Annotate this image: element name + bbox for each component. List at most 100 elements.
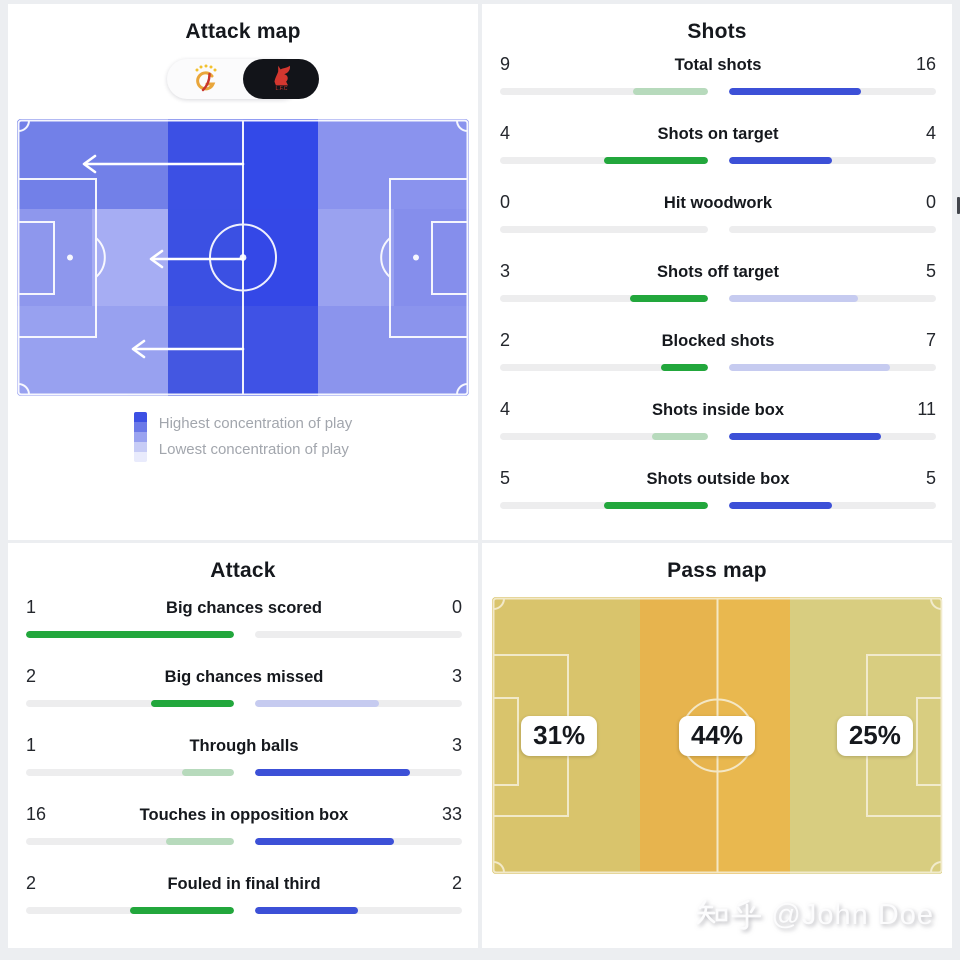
attack-map-card: Attack map L.F.C <box>8 4 478 540</box>
away-value: 3 <box>451 666 462 686</box>
away-bar <box>728 226 936 233</box>
away-value: 5 <box>925 468 936 488</box>
stat-row: 4 Shots on target 4 <box>500 123 936 164</box>
away-value: 33 <box>441 804 462 824</box>
home-bar <box>26 700 234 707</box>
pass-zone-percentage: 44% <box>678 715 756 756</box>
heat-cell <box>17 119 93 210</box>
away-bar <box>254 769 462 776</box>
heat-cell <box>167 305 243 396</box>
pitch-markings <box>17 119 469 396</box>
home-value: 2 <box>26 666 37 686</box>
shots-rows: 9 Total shots 16 4 Shots on target 4 0 Hit wood… <box>482 54 952 509</box>
stat-label: Total shots <box>674 56 762 74</box>
legend-lowest-label: Lowest concentration of play <box>158 441 349 458</box>
pass-zone-percentage: 31% <box>521 715 598 756</box>
home-bar <box>500 157 708 164</box>
stat-row: 1 Through balls 3 <box>26 735 462 776</box>
heat-cell <box>243 119 319 210</box>
heat-cell <box>243 305 319 396</box>
heat-cell <box>167 209 243 306</box>
away-value: 7 <box>925 330 936 350</box>
stat-label: Big chances missed <box>164 668 324 686</box>
home-bar <box>26 769 234 776</box>
attack-map-legend: Highest concentration of play Lowest con… <box>8 411 478 463</box>
away-value: 5 <box>925 261 936 281</box>
concentration-gradient-icon <box>133 412 147 462</box>
away-team-toggle-option[interactable]: L.F.C <box>243 59 319 99</box>
stat-row: 4 Shots inside box 11 <box>500 399 936 440</box>
shots-card: Shots 9 Total shots 16 4 Shots on target 4 0 Hi… <box>482 4 952 540</box>
watermark-handle: @John Doe <box>771 898 934 931</box>
home-value: 4 <box>500 123 511 143</box>
stat-label: Touches in opposition box <box>139 806 349 824</box>
away-bar <box>728 433 936 440</box>
away-value: 4 <box>925 123 936 143</box>
away-bar <box>728 157 936 164</box>
away-value: 3 <box>451 735 462 755</box>
home-value: 16 <box>26 804 47 824</box>
legend-highest-label: Highest concentration of play <box>158 415 353 432</box>
attack-card: Attack 1 Big chances scored 0 2 Big chances … <box>8 543 478 948</box>
heat-cell <box>393 119 469 210</box>
away-value: 16 <box>915 54 936 74</box>
stat-label: Big chances scored <box>166 599 322 617</box>
attack-map-pitch <box>17 119 469 396</box>
away-bar <box>728 502 936 509</box>
team-toggle[interactable]: L.F.C <box>167 59 319 99</box>
shots-title: Shots <box>687 20 747 43</box>
home-value: 0 <box>500 192 511 212</box>
attack-title: Attack <box>210 559 276 582</box>
away-bar <box>254 700 462 707</box>
home-value: 2 <box>500 330 511 350</box>
heat-cell <box>17 305 93 396</box>
away-bar <box>254 631 462 638</box>
home-value: 1 <box>26 597 37 617</box>
stat-row: 1 Big chances scored 0 <box>26 597 462 638</box>
heat-cell <box>318 119 394 210</box>
liverpool-crest-icon: L.F.C <box>267 62 295 97</box>
stat-label: Shots outside box <box>646 470 790 488</box>
stat-label: Through balls <box>189 737 299 755</box>
home-bar <box>500 502 708 509</box>
home-bar <box>500 364 708 371</box>
home-bar <box>500 433 708 440</box>
attack-map-title: Attack map <box>185 20 301 43</box>
attack-rows: 1 Big chances scored 0 2 Big chances missed 3… <box>8 597 478 914</box>
home-bar <box>500 295 708 302</box>
heat-cell <box>243 209 319 306</box>
right-edge-artifact <box>957 197 960 214</box>
home-value: 1 <box>26 735 37 755</box>
stat-row: 16 Touches in opposition box 33 <box>26 804 462 845</box>
away-bar <box>728 295 936 302</box>
pass-zone-percentage: 25% <box>836 715 913 756</box>
zhihu-brand-mark <box>697 899 762 930</box>
watermark: @John Doe <box>695 898 934 932</box>
home-bar <box>500 88 708 95</box>
away-value: 0 <box>451 597 462 617</box>
stat-label: Fouled in final third <box>167 875 321 893</box>
home-value: 4 <box>500 399 511 419</box>
home-value: 3 <box>500 261 511 281</box>
stat-row: 9 Total shots 16 <box>500 54 936 95</box>
stat-label: Shots off target <box>657 263 779 281</box>
heat-cell <box>92 305 168 396</box>
stat-row: 2 Fouled in final third 2 <box>26 873 462 914</box>
heat-cell <box>318 305 394 396</box>
stat-label: Shots on target <box>657 125 779 143</box>
heat-cell <box>393 305 469 396</box>
pass-map-card: Pass map 31% 44% 25% <box>482 543 952 948</box>
home-bar <box>500 226 708 233</box>
svg-text:L.F.C: L.F.C <box>275 86 287 92</box>
pass-map-title: Pass map <box>667 559 767 582</box>
stat-label: Shots inside box <box>651 401 785 419</box>
stat-label: Blocked shots <box>661 332 775 350</box>
stat-row: 0 Hit woodwork 0 <box>500 192 936 233</box>
away-bar <box>254 907 462 914</box>
stat-row: 2 Blocked shots 7 <box>500 330 936 371</box>
stat-row: 3 Shots off target 5 <box>500 261 936 302</box>
galatasaray-crest-icon[interactable] <box>189 62 223 101</box>
pass-map-pitch: 31% 44% 25% <box>491 597 943 874</box>
away-value: 0 <box>925 192 936 212</box>
